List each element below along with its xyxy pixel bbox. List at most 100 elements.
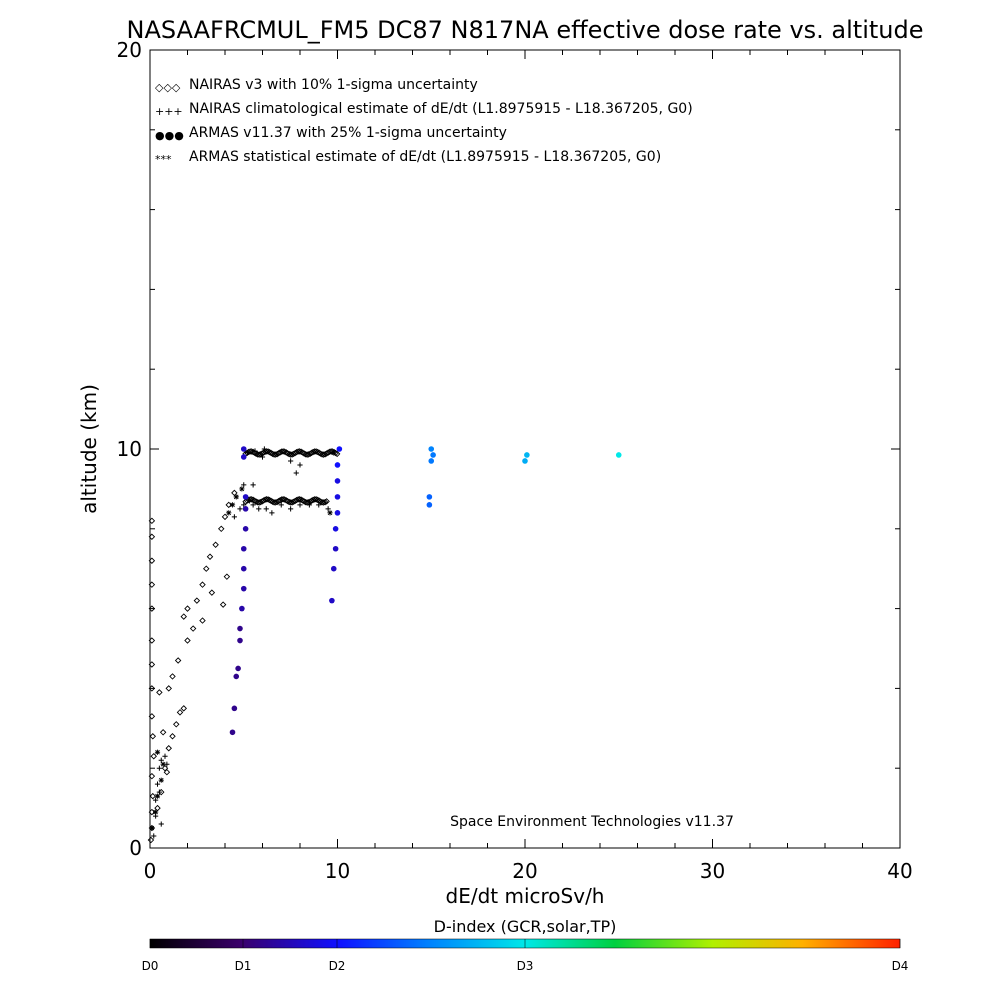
legend-marker: ●●● xyxy=(155,129,184,142)
colorbar-label: D3 xyxy=(517,959,534,973)
nairas-model-point xyxy=(272,499,279,506)
nairas-climatology-point xyxy=(246,498,252,504)
nairas-model-point xyxy=(287,499,294,506)
nairas-model-point xyxy=(219,601,227,608)
nairas-climatology-point xyxy=(269,510,275,516)
nairas-model-point xyxy=(297,496,305,503)
armas-statistical-point xyxy=(154,793,161,799)
armas-measurement-point xyxy=(233,673,240,680)
nairas-model-point xyxy=(206,553,214,560)
nairas-model-point xyxy=(156,689,163,696)
armas-measurement-point xyxy=(242,494,249,500)
nairas-climatology-point xyxy=(162,753,168,759)
armas-measurement-point xyxy=(231,705,238,712)
nairas-model-point xyxy=(288,499,296,506)
armas-measurement-point xyxy=(334,478,341,484)
nairas-climatology-point xyxy=(241,482,247,488)
nairas-model-point xyxy=(312,448,320,455)
nairas-model-point xyxy=(272,451,279,458)
nairas-climatology-point xyxy=(158,757,164,763)
nairas-model-point xyxy=(293,448,300,456)
nairas-climatology-point xyxy=(261,446,267,452)
nairas-model-point xyxy=(148,533,156,541)
nairas-model-point xyxy=(203,565,210,572)
armas-measurement-point xyxy=(237,625,243,632)
legend: ◇◇◇ NAIRAS v3 with 10% 1-sigma uncertaint… xyxy=(155,77,693,166)
legend-marker: +++ xyxy=(155,105,183,118)
nairas-model-point xyxy=(326,448,333,456)
armas-measurement-point xyxy=(240,446,247,452)
armas-measurement-point xyxy=(336,446,343,452)
armas-measurement-point xyxy=(240,565,247,572)
data-points xyxy=(147,446,622,844)
nairas-model-point xyxy=(261,496,269,503)
nairas-climatology-point xyxy=(306,502,312,508)
nairas-climatology-point xyxy=(250,482,256,488)
legend-entry: NAIRAS climatological estimate of dE/dt … xyxy=(189,101,693,117)
nairas-model-point xyxy=(320,499,327,506)
armas-measurement-point xyxy=(334,494,341,500)
armas-statistical-point xyxy=(149,825,155,831)
armas-statistical-point xyxy=(229,502,236,508)
nairas-model-point xyxy=(148,637,156,644)
nairas-model-point xyxy=(314,448,321,456)
armas-measurement-point xyxy=(615,452,622,458)
legend-entry: NAIRAS v3 with 10% 1-sigma uncertainty xyxy=(189,77,478,93)
nairas-climatology-point xyxy=(151,833,157,839)
nairas-model-point xyxy=(309,448,317,456)
nairas-model-point xyxy=(293,496,300,504)
nairas-model-point xyxy=(149,792,157,800)
y-tick-label: 20 xyxy=(117,38,142,62)
nairas-climatology-point xyxy=(156,765,162,771)
axis-tick-labels: 0 10 20 30 40 0 10 20 xyxy=(117,38,913,883)
nairas-model-point xyxy=(221,513,229,521)
nairas-model-point xyxy=(225,501,232,509)
nairas-model-point xyxy=(288,451,296,458)
colorbar-label: D0 xyxy=(142,959,159,973)
nairas-model-point xyxy=(148,772,156,780)
armas-statistical-point xyxy=(226,510,232,516)
nairas-model-point xyxy=(296,496,303,503)
nairas-model-point xyxy=(165,745,172,752)
nairas-climatology-point xyxy=(156,789,162,795)
nairas-model-point xyxy=(169,733,176,740)
nairas-model-point xyxy=(261,448,269,456)
nairas-model-point xyxy=(163,768,171,776)
nairas-climatology-point xyxy=(316,502,322,508)
colorbar-label: D2 xyxy=(329,959,346,973)
nairas-model-point xyxy=(148,581,156,588)
nairas-model-point xyxy=(264,496,272,503)
armas-measurement-point xyxy=(235,665,241,672)
x-tick-label: 0 xyxy=(144,859,157,883)
nairas-model-point xyxy=(255,499,263,506)
armas-statistical-point xyxy=(158,777,164,783)
armas-measurement-point xyxy=(522,458,528,464)
nairas-model-point xyxy=(149,733,157,740)
armas-measurement-point xyxy=(332,526,339,532)
nairas-model-point xyxy=(208,589,216,596)
nairas-model-point xyxy=(148,661,156,668)
nairas-model-point xyxy=(312,496,320,503)
armas-statistical-point xyxy=(154,749,161,755)
nairas-model-point xyxy=(161,764,169,772)
x-axis-label: dE/dt microSv/h xyxy=(446,884,605,908)
colorbar-label: D1 xyxy=(235,959,252,973)
nairas-model-point xyxy=(174,657,182,664)
nairas-climatology-point xyxy=(241,502,247,508)
nairas-model-point xyxy=(148,685,156,692)
nairas-climatology-point xyxy=(153,797,159,803)
nairas-model-point xyxy=(147,836,155,844)
armas-measurement-point xyxy=(430,452,436,458)
nairas-model-point xyxy=(264,448,272,455)
nairas-model-point xyxy=(148,808,156,816)
nairas-climatology-point xyxy=(237,506,243,512)
armas-measurement-point xyxy=(426,502,433,508)
nairas-climatology-point xyxy=(278,502,284,508)
nairas-model-point xyxy=(308,449,315,457)
nairas-model-point xyxy=(180,705,187,712)
legend-marker: *** xyxy=(155,153,172,166)
armas-measurement-point xyxy=(240,454,247,460)
nairas-model-point xyxy=(303,451,311,458)
armas-statistical-point xyxy=(153,809,159,815)
